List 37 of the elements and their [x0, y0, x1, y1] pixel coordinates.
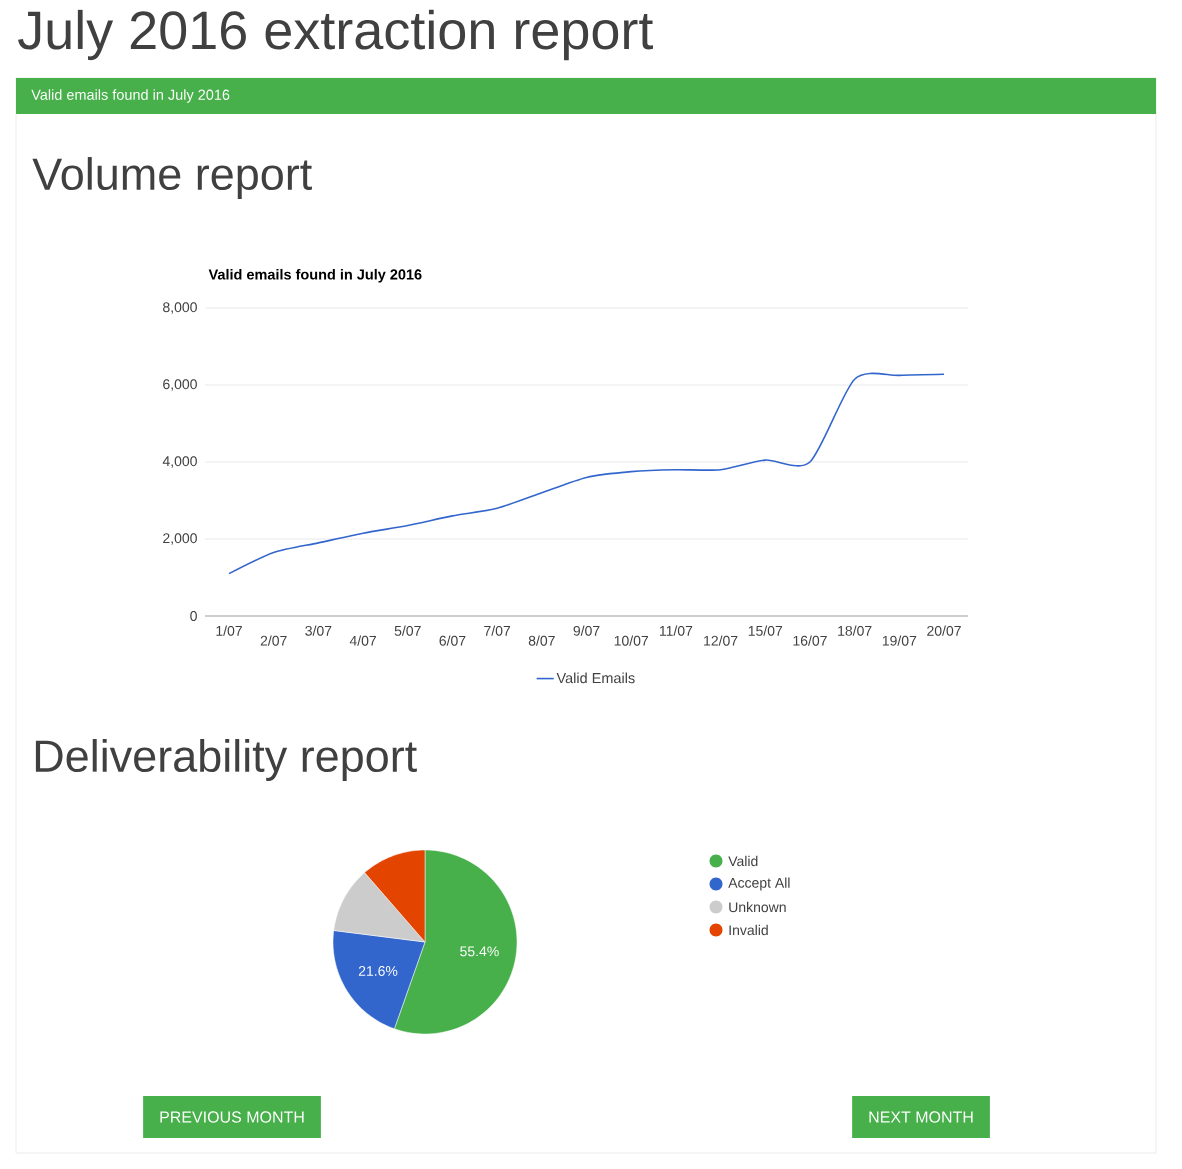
x-tick-label: 3/07 — [305, 625, 332, 636]
text: Volume report — [32, 157, 312, 199]
legend-label: Valid — [728, 855, 758, 867]
x-tick-label: 20/07 — [927, 625, 961, 636]
legend-label: Accept All — [728, 877, 790, 891]
text: PREVIOUS MONTH — [160, 1111, 304, 1123]
y-tick-label: 2,000 — [163, 533, 197, 545]
x-tick-label: 7/07 — [484, 625, 511, 636]
x-tick-label: 4/07 — [349, 635, 376, 646]
line-series — [228, 372, 945, 575]
data-label: 21.6% — [358, 966, 398, 976]
y-tick-label: 6,000 — [163, 379, 197, 391]
x-tick-label: 10/07 — [614, 635, 649, 646]
x-tick-label: 2/07 — [260, 635, 287, 646]
data-label: 55.4% — [460, 946, 499, 957]
x-tick-label: 18/07 — [838, 625, 872, 636]
text: NEXT MONTH — [869, 1111, 973, 1123]
y-tick-label: 0 — [190, 611, 197, 621]
x-tick-label: 11/07 — [659, 625, 693, 636]
y-tick-label: 8,000 — [163, 302, 197, 314]
legend-label: Valid Emails — [556, 672, 635, 684]
x-tick-label: 1/07 — [216, 625, 242, 636]
x-tick-label: 12/07 — [704, 635, 738, 646]
x-tick-label: 19/07 — [882, 635, 917, 646]
text: Valid emails found in July 2016 — [31, 89, 230, 103]
x-tick-label: 9/07 — [573, 625, 600, 636]
x-tick-label: 8/07 — [528, 635, 555, 646]
legend-label: Unknown — [729, 901, 786, 913]
x-tick-label: 15/07 — [748, 625, 783, 636]
chart-title: Valid emails found in July 2016 — [208, 268, 422, 283]
text: July 2016 extraction report — [18, 9, 654, 61]
x-tick-label: 5/07 — [394, 625, 421, 636]
legend-label: Invalid — [729, 924, 768, 936]
y-tick-label: 4,000 — [162, 456, 197, 468]
x-tick-label: 6/07 — [439, 635, 466, 646]
x-tick-label: 16/07 — [793, 635, 827, 646]
chart-title: Deliverability report — [35, 739, 417, 781]
